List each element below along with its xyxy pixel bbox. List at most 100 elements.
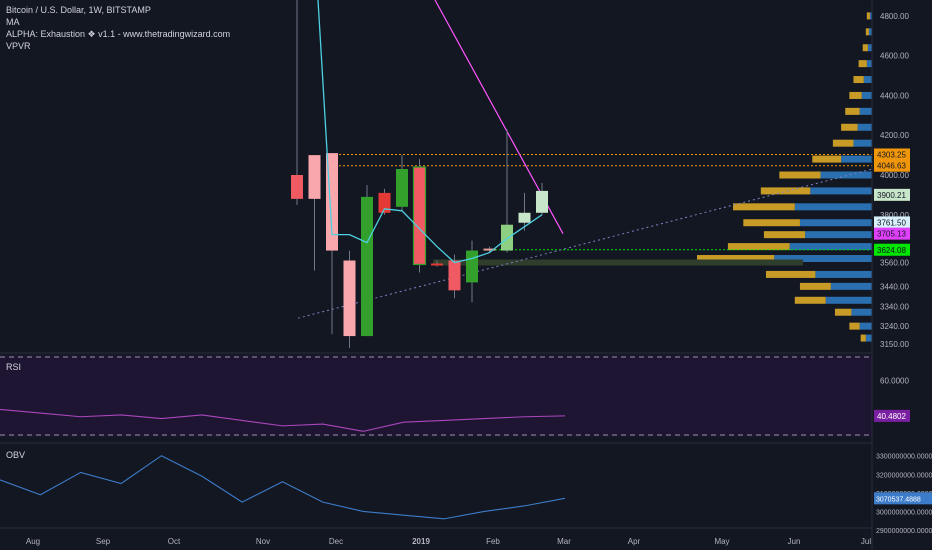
price-label: 3705.13 bbox=[877, 230, 906, 239]
obv-line bbox=[0, 455, 566, 520]
candle-body bbox=[308, 155, 321, 199]
vpvr-bar-up bbox=[810, 187, 872, 195]
rsi-line bbox=[0, 408, 566, 432]
price-label: 4303.25 bbox=[877, 150, 906, 159]
vpvr-bar-down bbox=[865, 28, 869, 36]
vpvr-bar-down bbox=[765, 270, 816, 278]
vpvr-bar-down bbox=[853, 76, 864, 84]
vpvr-bar-down bbox=[849, 91, 862, 99]
candle-body bbox=[431, 263, 443, 266]
rsi-value: 40.4802 bbox=[877, 412, 906, 421]
vpvr-bar-up bbox=[859, 322, 872, 330]
time-tick: Nov bbox=[256, 537, 270, 546]
time-tick: Jul bbox=[861, 537, 871, 546]
vpvr-bar-down bbox=[727, 243, 790, 251]
candle-body bbox=[291, 175, 303, 199]
vpvr-bar-up bbox=[857, 123, 872, 131]
vpvr-bar-down bbox=[832, 139, 854, 147]
price-label: 3624.08 bbox=[877, 246, 906, 255]
time-tick: Aug bbox=[26, 537, 40, 546]
vpvr-bar-up bbox=[869, 12, 872, 20]
price-tick: 3800.00 bbox=[880, 211, 909, 220]
vpvr-bar-down bbox=[860, 334, 866, 342]
candle-body bbox=[396, 169, 408, 207]
vpvr-bar-up bbox=[863, 76, 872, 84]
candle-body bbox=[448, 260, 461, 291]
candle-body bbox=[501, 224, 513, 251]
candle-body bbox=[378, 192, 391, 213]
vpvr-bar-up bbox=[841, 155, 872, 163]
obv-value: 3070537.4888 bbox=[876, 496, 921, 503]
price-label: 3900.21 bbox=[877, 191, 906, 200]
price-label: 4046.63 bbox=[877, 162, 906, 171]
vpvr-bar-up bbox=[825, 296, 872, 304]
obv-tick: 3200000000.0000 bbox=[876, 472, 932, 479]
rsi-background bbox=[0, 355, 872, 437]
price-pane[interactable] bbox=[291, 0, 873, 349]
price-tick: 3440.00 bbox=[880, 282, 909, 291]
vpvr-bar-up bbox=[851, 308, 872, 316]
price-tick: 4200.00 bbox=[880, 131, 909, 140]
price-label-bg bbox=[874, 243, 910, 256]
rsi-legend[interactable]: RSI bbox=[6, 362, 22, 372]
time-tick: Feb bbox=[486, 537, 500, 546]
vpvr-bar-down bbox=[845, 107, 860, 115]
trendline-dotted bbox=[297, 168, 873, 319]
price-label-bg bbox=[874, 227, 910, 240]
obv-legend[interactable]: OBV bbox=[6, 450, 26, 460]
vpvr-bar-up bbox=[861, 91, 872, 99]
price-label-bg bbox=[874, 188, 910, 201]
main-legend: Bitcoin / U.S. Dollar, 1W, BITSTAMP MA A… bbox=[6, 4, 230, 52]
vpvr-bar-down bbox=[849, 322, 860, 330]
vpvr-bar-up bbox=[789, 243, 872, 251]
vpvr-bar-up bbox=[868, 28, 872, 36]
vpvr-bar-down bbox=[760, 187, 811, 195]
vpvr-legend[interactable]: VPVR bbox=[6, 41, 31, 51]
price-tick: 4400.00 bbox=[880, 91, 909, 100]
price-tick: 3560.00 bbox=[880, 259, 909, 268]
obv-pane[interactable] bbox=[0, 455, 566, 520]
vpvr-bar-up bbox=[830, 282, 872, 290]
time-tick: Dec bbox=[329, 537, 343, 546]
vpvr-bar-down bbox=[862, 44, 868, 52]
candle-body bbox=[412, 166, 427, 266]
rsi-value-bg bbox=[874, 409, 910, 422]
time-tick: 2019 bbox=[412, 537, 430, 546]
ma-legend[interactable]: MA bbox=[6, 17, 20, 27]
vpvr-bar-up bbox=[820, 171, 872, 179]
rsi-tick: 60.0000 bbox=[880, 376, 909, 385]
candle-body bbox=[466, 250, 478, 283]
candle-body bbox=[483, 248, 496, 251]
price-tick: 3150.00 bbox=[880, 340, 909, 349]
time-tick: Jun bbox=[788, 537, 801, 546]
vpvr-bar-up bbox=[867, 44, 872, 52]
ma-line bbox=[317, 0, 543, 264]
time-tick: Oct bbox=[168, 537, 181, 546]
vpvr-bar-down bbox=[794, 296, 826, 304]
symbol-title[interactable]: Bitcoin / U.S. Dollar, 1W, BITSTAMP bbox=[6, 5, 151, 15]
time-tick: Sep bbox=[96, 537, 111, 546]
candle-body bbox=[518, 212, 531, 223]
price-tick: 4000.00 bbox=[880, 171, 909, 180]
candle-body bbox=[361, 196, 373, 337]
vpvr-bar-down bbox=[799, 282, 831, 290]
candle-body bbox=[343, 260, 356, 337]
vpvr-bar-down bbox=[866, 12, 870, 20]
time-tick: May bbox=[714, 537, 729, 546]
vpvr-bar-up bbox=[794, 203, 872, 211]
price-tick: 3340.00 bbox=[880, 302, 909, 311]
obv-value-bg bbox=[874, 492, 932, 505]
obv-tick: 3300000000.0000 bbox=[876, 454, 932, 461]
vpvr-bar-down bbox=[841, 123, 858, 131]
alpha-legend[interactable]: ALPHA: Exhaustion ❖ v1.1 - www.thetradin… bbox=[6, 29, 231, 39]
price-label: 3761.50 bbox=[877, 218, 906, 227]
vpvr-bar-down bbox=[779, 171, 821, 179]
candle-body bbox=[536, 190, 548, 213]
vpvr-bar-down bbox=[834, 308, 852, 316]
vpvr-bar-down bbox=[743, 219, 800, 227]
rsi-pane[interactable] bbox=[0, 355, 872, 437]
vpvr-bar-up bbox=[815, 270, 872, 278]
vpvr-bar-up bbox=[799, 219, 872, 227]
